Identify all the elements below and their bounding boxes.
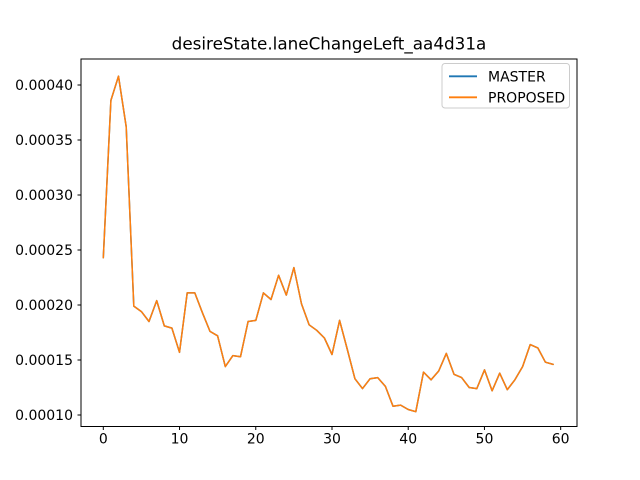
legend-label-master: MASTER — [488, 69, 546, 85]
x-tick-label: 30 — [323, 432, 341, 448]
x-tick-label: 20 — [247, 432, 265, 448]
series-line-proposed — [102, 75, 554, 413]
x-tick-label: 40 — [399, 432, 417, 448]
y-tick-label: 0.00015 — [15, 353, 73, 369]
x-axis-ticks: 0 10 20 30 40 50 60 — [99, 426, 570, 448]
x-tick-label: 50 — [476, 432, 494, 448]
series-line-master — [102, 75, 554, 413]
y-tick-label: 0.00025 — [15, 243, 73, 259]
plot-area: 0.00010 0.00015 0.00020 0.00025 0.00030 0.000… — [15, 58, 578, 448]
y-tick-label: 0.00020 — [15, 298, 73, 314]
legend: MASTER PROPOSED — [441, 63, 570, 109]
y-tick-label: 0.00035 — [15, 133, 73, 149]
y-tick-label: 0.00010 — [15, 408, 73, 424]
y-axis-ticks: 0.00010 0.00015 0.00020 0.00025 0.00030 0.000… — [15, 78, 81, 424]
y-tick-label: 0.00040 — [15, 78, 73, 94]
plot-border — [80, 58, 578, 427]
series-lines — [102, 75, 554, 413]
x-tick-label: 60 — [552, 432, 570, 448]
x-tick-label: 0 — [99, 432, 108, 448]
y-tick-label: 0.00030 — [15, 188, 73, 204]
chart-title: desireState.laneChangeLeft_aa4d31a — [172, 34, 487, 55]
x-tick-label: 10 — [171, 432, 189, 448]
legend-label-proposed: PROPOSED — [488, 90, 565, 106]
